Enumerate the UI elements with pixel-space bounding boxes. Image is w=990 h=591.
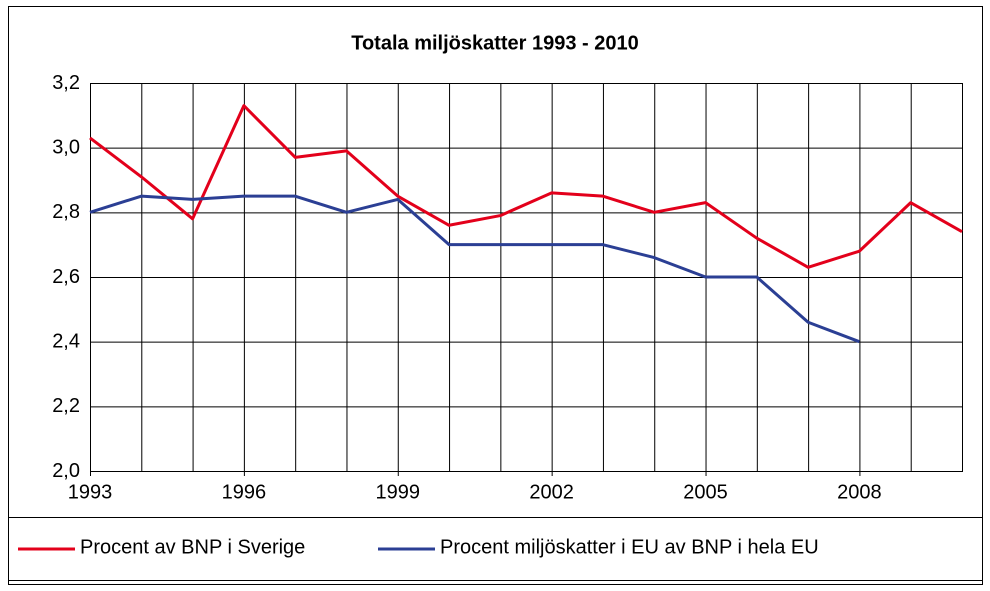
x-tick-label: 2002 [529,481,574,503]
x-tick-label: 2008 [837,481,882,503]
y-tick-label: 2,0 [52,460,80,482]
series-line [89,104,963,269]
x-tick-label: 1999 [376,481,421,503]
y-tick-label: 2,6 [52,266,80,288]
legend-box [8,517,983,581]
y-tick-label: 3,2 [52,72,80,94]
chart-title: Totala miljöskatter 1993 - 2010 [351,32,639,54]
x-tick-label: 1996 [222,481,267,503]
legend-label: Procent av BNP i Sverige [80,536,305,558]
y-tick-label: 2,4 [52,330,80,352]
series-line [89,194,860,344]
legend-label: Procent miljöskatter i EU av BNP i hela … [440,536,819,558]
x-tick-label: 2005 [683,481,728,503]
y-tick-label: 2,2 [52,395,80,417]
x-tick-label: 1993 [68,481,113,503]
y-tick-label: 3,0 [52,136,80,158]
y-tick-label: 2,8 [52,201,80,223]
